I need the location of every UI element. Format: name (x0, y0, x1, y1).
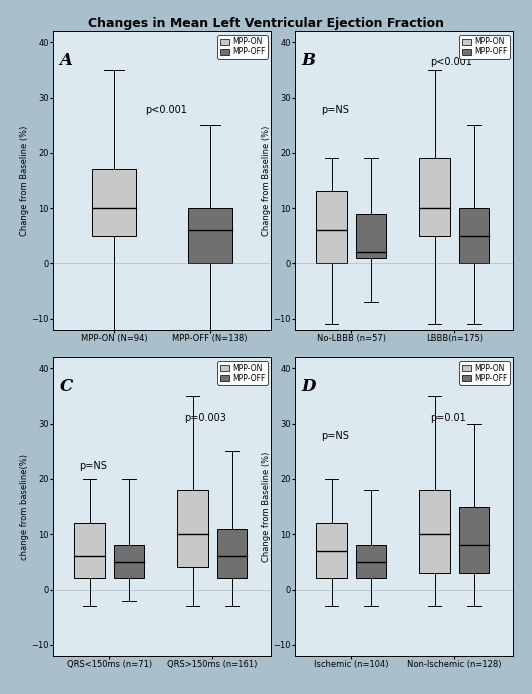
Bar (114, 545, 144, 579)
Bar (93, 169, 136, 236)
Bar (177, 490, 207, 568)
Text: B: B (302, 52, 316, 69)
Text: p<0.001: p<0.001 (145, 105, 187, 115)
Bar (356, 214, 386, 257)
Text: p=0.01: p=0.01 (430, 413, 466, 423)
Text: p=NS: p=NS (79, 461, 107, 471)
Bar (188, 208, 232, 263)
Text: A: A (60, 52, 73, 69)
Text: C: C (60, 378, 73, 396)
Y-axis label: change from baseline(%): change from baseline(%) (20, 454, 29, 559)
Legend: MPP-ON, MPP-OFF: MPP-ON, MPP-OFF (217, 362, 268, 385)
Text: p=NS: p=NS (321, 105, 350, 115)
Y-axis label: Change from Baseline (%): Change from Baseline (%) (262, 451, 271, 562)
Legend: MPP-ON, MPP-OFF: MPP-ON, MPP-OFF (459, 362, 510, 385)
Bar (459, 507, 489, 573)
Bar (419, 490, 450, 573)
Bar (356, 545, 386, 579)
Bar (217, 529, 247, 579)
Bar (74, 523, 105, 579)
Legend: MPP-ON, MPP-OFF: MPP-ON, MPP-OFF (217, 35, 268, 59)
Bar (419, 158, 450, 236)
Bar (317, 192, 347, 263)
Text: p<0.001: p<0.001 (430, 57, 472, 67)
Text: p=0.003: p=0.003 (184, 413, 226, 423)
Text: p=NS: p=NS (321, 431, 350, 441)
Text: D: D (302, 378, 316, 396)
Legend: MPP-ON, MPP-OFF: MPP-ON, MPP-OFF (459, 35, 510, 59)
Y-axis label: Change from Baseline (%): Change from Baseline (%) (262, 125, 271, 236)
Bar (317, 523, 347, 579)
Text: Changes in Mean Left Ventricular Ejection Fraction: Changes in Mean Left Ventricular Ejectio… (88, 17, 444, 31)
Y-axis label: Change from Baseline (%): Change from Baseline (%) (20, 125, 29, 236)
Bar (459, 208, 489, 263)
